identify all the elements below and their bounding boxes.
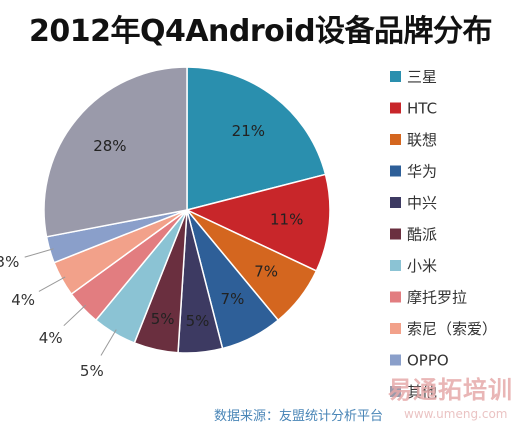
slice-label-7: 5% [80,362,104,380]
slice-label-1: 21% [232,122,265,140]
legend-swatch-4 [390,165,401,177]
legend-label-2: HTC [407,100,437,118]
slice-label-11: 28% [93,137,126,155]
legend-swatch-1 [390,71,401,82]
legend-swatch-2 [390,102,401,114]
slice-label-5: 5% [186,312,210,330]
legend-label-5: 中兴 [407,194,437,212]
legend-label-4: 华为 [407,163,437,181]
legend-label-10: OPPO [407,352,449,370]
pie-slices [43,66,331,354]
legend-label-3: 联想 [407,131,437,149]
legend-label-9: 索尼（索爱） [407,320,497,338]
slice-label-4: 7% [221,290,245,308]
leader-line-10 [24,248,54,258]
legend-swatch-6 [390,228,401,240]
legend-swatch-5 [390,197,401,208]
legend-label-7: 小米 [407,257,437,275]
slice-label-6: 5% [151,310,175,328]
slice-label-8: 4% [39,329,63,347]
legend-swatch-10 [390,354,401,366]
legend-label-11: 其他 [407,383,437,401]
legend-swatch-7 [390,260,401,271]
legend-swatch-8 [390,291,401,303]
legend-swatch-9 [390,323,401,334]
chart-title: 2012年Q4Android设备品牌分布 [28,14,493,49]
legend-swatch-11 [390,386,401,397]
leader-line-9 [38,276,66,292]
slice-label-9: 4% [11,291,35,309]
legend-label-8: 摩托罗拉 [407,289,467,307]
legend-label-1: 三星 [407,68,437,86]
watermark: 易通拓培训 [388,376,513,404]
legend-swatch-3 [390,134,401,145]
slice-label-2: 11% [270,210,303,228]
slice-label-10: 3% [0,253,19,271]
watermark-url: www.umeng.com [404,407,508,421]
leader-lines [24,248,117,356]
slice-label-3: 7% [254,262,278,280]
leader-line-8 [63,304,87,327]
pie-slice-2 [184,173,331,272]
pie-slice-1 [186,66,327,211]
data-source-note: 数据来源：友盟统计分析平台 [214,409,384,424]
legend-label-6: 酷派 [407,226,437,244]
leader-line-7 [100,329,117,356]
slice-labels: 21% 11% 7% 7% 5% 5% 5% 4% 4% 3% 28% [0,122,303,380]
pie-slice-11 [43,66,188,238]
